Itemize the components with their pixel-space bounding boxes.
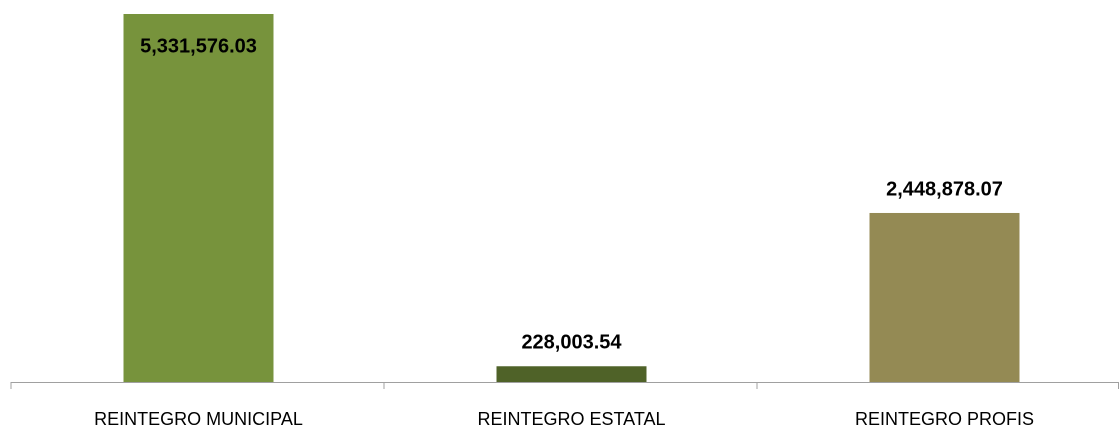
x-tick-label: REINTEGRO PROFIS (855, 409, 1034, 428)
data-label: 2,448,878.07 (886, 178, 1003, 200)
x-tick-label: REINTEGRO ESTATAL (477, 409, 665, 428)
bar (496, 366, 647, 382)
data-label: 228,003.54 (521, 332, 622, 354)
bar (123, 14, 274, 382)
x-tick-label: REINTEGRO MUNICIPAL (94, 409, 303, 428)
bar (869, 212, 1020, 382)
data-label: 5,331,576.03 (140, 35, 257, 57)
